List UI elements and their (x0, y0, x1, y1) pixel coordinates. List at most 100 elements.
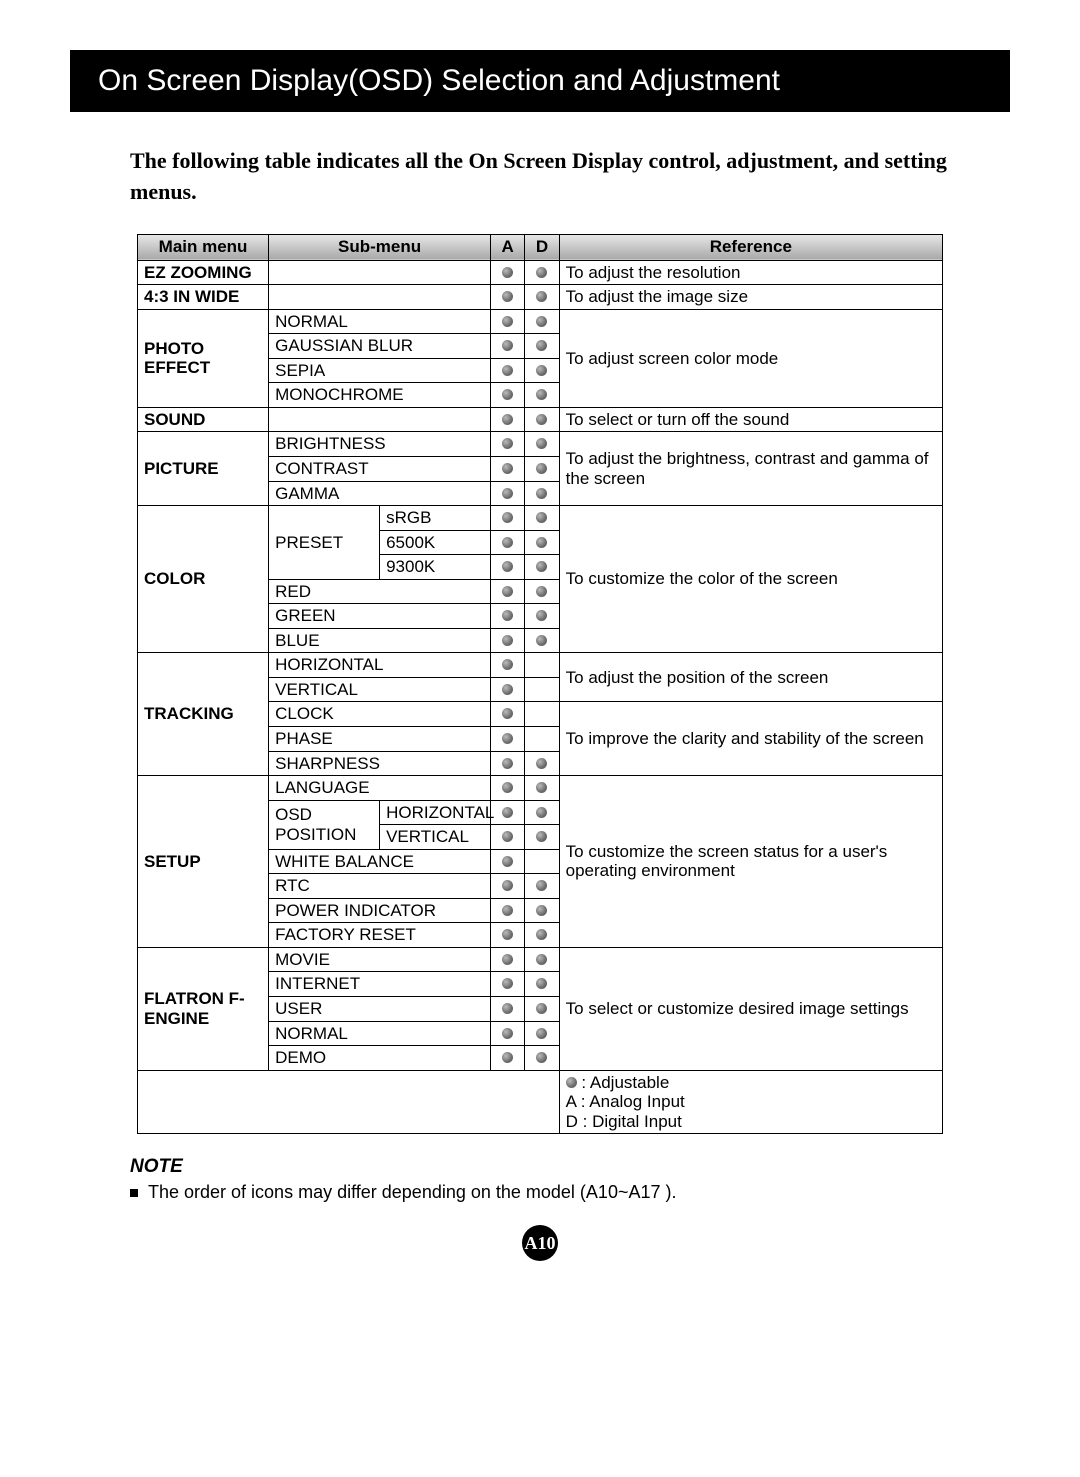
page-number-badge: A10 (522, 1225, 558, 1261)
cell-dot-d (525, 849, 559, 874)
table-row: TRACKING HORIZONTAL To adjust the positi… (138, 653, 943, 678)
table-row: SOUND To select or turn off the sound (138, 407, 943, 432)
dot-icon (536, 340, 547, 351)
page: On Screen Display(OSD) Selection and Adj… (0, 0, 1080, 1301)
cell-dot-a (491, 1046, 525, 1071)
cell-dot-d (525, 972, 559, 997)
dot-icon (536, 414, 547, 425)
dot-icon (536, 905, 547, 916)
dot-icon (502, 635, 513, 646)
dot-icon (502, 978, 513, 989)
header-a: A (491, 234, 525, 260)
cell-dot-d (525, 825, 559, 850)
dot-icon (502, 831, 513, 842)
cell-dot-d (525, 628, 559, 653)
dot-icon (502, 365, 513, 376)
cell-dot-d (525, 947, 559, 972)
osd-table: Main menu Sub-menu A D Reference EZ ZOOM… (137, 234, 943, 1135)
legend-a-text: A : Analog Input (566, 1092, 685, 1111)
dot-icon (502, 659, 513, 670)
dot-icon (536, 438, 547, 449)
cell-dot-a (491, 825, 525, 850)
cell-sub: PHASE (269, 726, 491, 751)
cell-sub2: sRGB (380, 506, 491, 531)
dot-icon (536, 880, 547, 891)
cell-sub: INTERNET (269, 972, 491, 997)
cell-dot-a (491, 947, 525, 972)
dot-icon (502, 708, 513, 719)
cell-dot-d (525, 432, 559, 457)
cell-dot-d (525, 604, 559, 629)
cell-sub2: 6500K (380, 530, 491, 555)
table-row: FLATRON F-ENGINE MOVIE To select or cust… (138, 947, 943, 972)
cell-main: SETUP (138, 776, 269, 948)
cell-dot-a (491, 358, 525, 383)
cell-dot-d (525, 309, 559, 334)
dot-icon (502, 1028, 513, 1039)
dot-icon (536, 291, 547, 302)
dot-icon (502, 954, 513, 965)
cell-main: TRACKING (138, 653, 269, 776)
cell-dot-a (491, 285, 525, 310)
cell-dot-a (491, 481, 525, 506)
header-d: D (525, 234, 559, 260)
cell-sub: POWER INDICATOR (269, 898, 491, 923)
cell-dot-a (491, 1021, 525, 1046)
dot-icon (536, 586, 547, 597)
dot-icon (502, 758, 513, 769)
cell-dot-d (525, 677, 559, 702)
header-sub: Sub-menu (269, 234, 491, 260)
cell-sub: VERTICAL (269, 677, 491, 702)
cell-ref: To select or customize desired image set… (559, 947, 942, 1070)
dot-icon (502, 856, 513, 867)
cell-dot-d (525, 653, 559, 678)
cell-dot-a (491, 260, 525, 285)
table-row: 4:3 IN WIDE To adjust the image size (138, 285, 943, 310)
dot-icon (536, 782, 547, 793)
dot-icon (502, 1052, 513, 1063)
dot-icon (536, 610, 547, 621)
dot-icon (536, 978, 547, 989)
cell-dot-d (525, 702, 559, 727)
cell-main: 4:3 IN WIDE (138, 285, 269, 310)
cell-sub: CLOCK (269, 702, 491, 727)
cell-sub: MONOCHROME (269, 383, 491, 408)
cell-sub: OSD POSITION (269, 800, 380, 849)
cell-dot-a (491, 898, 525, 923)
note-label: NOTE (130, 1156, 950, 1178)
dot-icon (536, 1052, 547, 1063)
cell-sub (269, 285, 491, 310)
cell-dot-d (525, 751, 559, 776)
cell-dot-a (491, 677, 525, 702)
dot-icon (536, 561, 547, 572)
note-line: The order of icons may differ depending … (130, 1182, 950, 1203)
cell-sub: SHARPNESS (269, 751, 491, 776)
table-row: PHOTO EFFECT NORMAL To adjust screen col… (138, 309, 943, 334)
dot-icon (502, 1003, 513, 1014)
dot-icon (536, 316, 547, 327)
cell-ref: To adjust the resolution (559, 260, 942, 285)
cell-ref: To adjust screen color mode (559, 309, 942, 407)
cell-dot-a (491, 309, 525, 334)
cell-dot-a (491, 604, 525, 629)
cell-ref: To adjust the brightness, contrast and g… (559, 432, 942, 506)
legend-cell: : Adjustable A : Analog Input D : Digita… (559, 1070, 942, 1134)
cell-dot-d (525, 579, 559, 604)
note-text: The order of icons may differ depending … (148, 1182, 677, 1203)
cell-sub: GREEN (269, 604, 491, 629)
cell-dot-a (491, 923, 525, 948)
cell-sub: NORMAL (269, 1021, 491, 1046)
cell-dot-a (491, 726, 525, 751)
dot-icon (502, 340, 513, 351)
cell-dot-d (525, 555, 559, 580)
cell-dot-a (491, 456, 525, 481)
cell-dot-d (525, 898, 559, 923)
cell-dot-d (525, 285, 559, 310)
dot-icon (536, 954, 547, 965)
dot-icon (536, 365, 547, 376)
cell-sub: USER (269, 997, 491, 1022)
legend-d-text: D : Digital Input (566, 1112, 682, 1131)
cell-dot-a (491, 997, 525, 1022)
cell-dot-a (491, 849, 525, 874)
cell-main: PICTURE (138, 432, 269, 506)
